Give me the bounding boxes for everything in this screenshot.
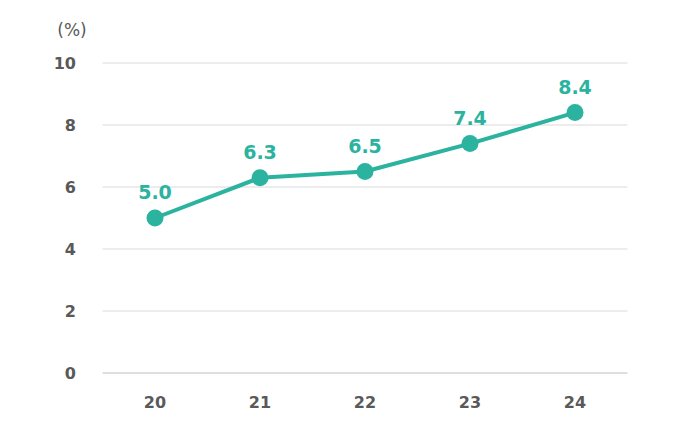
y-tick-label: 4: [65, 240, 76, 259]
x-tick-label: 23: [459, 393, 481, 412]
grid-line: [103, 373, 628, 374]
line: [155, 113, 575, 218]
data-label: 6.3: [243, 141, 277, 163]
grid-line: [103, 311, 628, 312]
y-tick-label: 10: [54, 54, 76, 73]
point-marker: [462, 135, 479, 152]
x-tick-label: 24: [564, 393, 586, 412]
x-tick-label: 21: [249, 393, 271, 412]
chart-container: (%)024681020212223245.06.36.57.48.4: [0, 0, 690, 440]
point-marker: [147, 210, 164, 227]
x-tick-label: 20: [144, 393, 166, 412]
x-tick-label: 22: [354, 393, 376, 412]
data-label: 5.0: [138, 181, 172, 203]
y-tick-label: 6: [65, 178, 76, 197]
point-marker: [357, 163, 374, 180]
y-axis-label: (%): [57, 20, 86, 40]
y-tick-label: 8: [65, 116, 76, 135]
data-label: 7.4: [453, 107, 487, 129]
grid-line: [103, 249, 628, 250]
y-tick-label: 2: [65, 302, 76, 321]
data-label: 6.5: [348, 135, 382, 157]
grid-line: [103, 187, 628, 188]
grid-line: [103, 125, 628, 126]
y-tick-label: 0: [65, 364, 76, 383]
grid-line: [103, 63, 628, 64]
point-marker: [567, 104, 584, 121]
chart-svg: (%)024681020212223245.06.36.57.48.4: [0, 0, 690, 440]
marks: [147, 104, 584, 226]
point-marker: [252, 169, 269, 186]
data-label: 8.4: [558, 76, 592, 98]
